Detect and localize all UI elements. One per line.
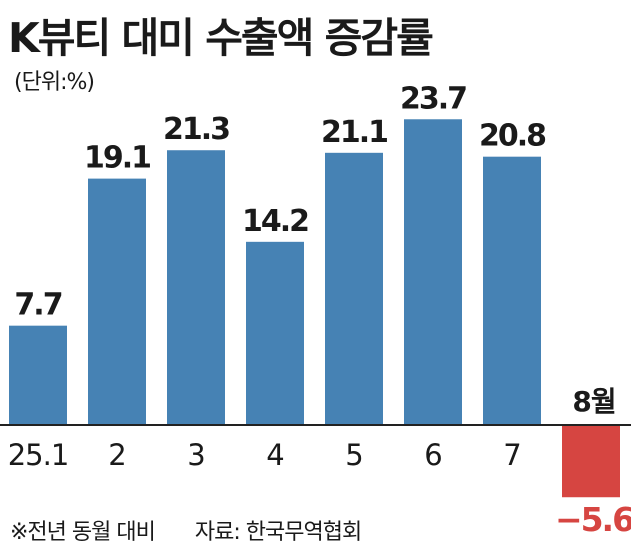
source-note: 자료: 한국무역협회 <box>194 520 362 545</box>
bar-5 <box>325 152 383 425</box>
category-label-5: 5 <box>345 438 362 472</box>
value-label-6: 23.7 <box>400 81 466 116</box>
value-label-25.1: 7.7 <box>14 288 61 323</box>
category-label-2: 2 <box>108 438 125 472</box>
value-label-4: 14.2 <box>242 204 308 239</box>
bar-7 <box>483 156 541 425</box>
bar-6 <box>404 119 462 426</box>
bar-2 <box>88 178 146 425</box>
category-label-25.1: 25.1 <box>8 438 69 472</box>
value-label-7: 20.8 <box>479 119 546 154</box>
category-label-8월: 8월 <box>572 385 615 418</box>
chart-title: K뷰티 대미 수출액 증감률 <box>8 14 434 62</box>
bar-8월 <box>562 425 620 498</box>
bar-3 <box>167 150 225 426</box>
unit-note: (단위:%) <box>14 70 95 95</box>
chart-footnote: ※전년 동월 대비 자료: 한국무역협회 <box>10 514 362 546</box>
value-label-2: 19.1 <box>84 141 150 176</box>
category-label-4: 4 <box>266 438 283 472</box>
category-label-3: 3 <box>187 438 204 472</box>
value-label-8월: −5.6 <box>555 500 631 539</box>
value-label-5: 21.1 <box>321 115 387 150</box>
category-label-7: 7 <box>503 438 520 472</box>
bar-4 <box>246 241 304 425</box>
bar-25.1 <box>9 325 67 425</box>
comparison-note: ※전년 동월 대비 <box>10 520 156 545</box>
value-label-3: 21.3 <box>163 112 229 147</box>
category-label-6: 6 <box>424 438 441 472</box>
